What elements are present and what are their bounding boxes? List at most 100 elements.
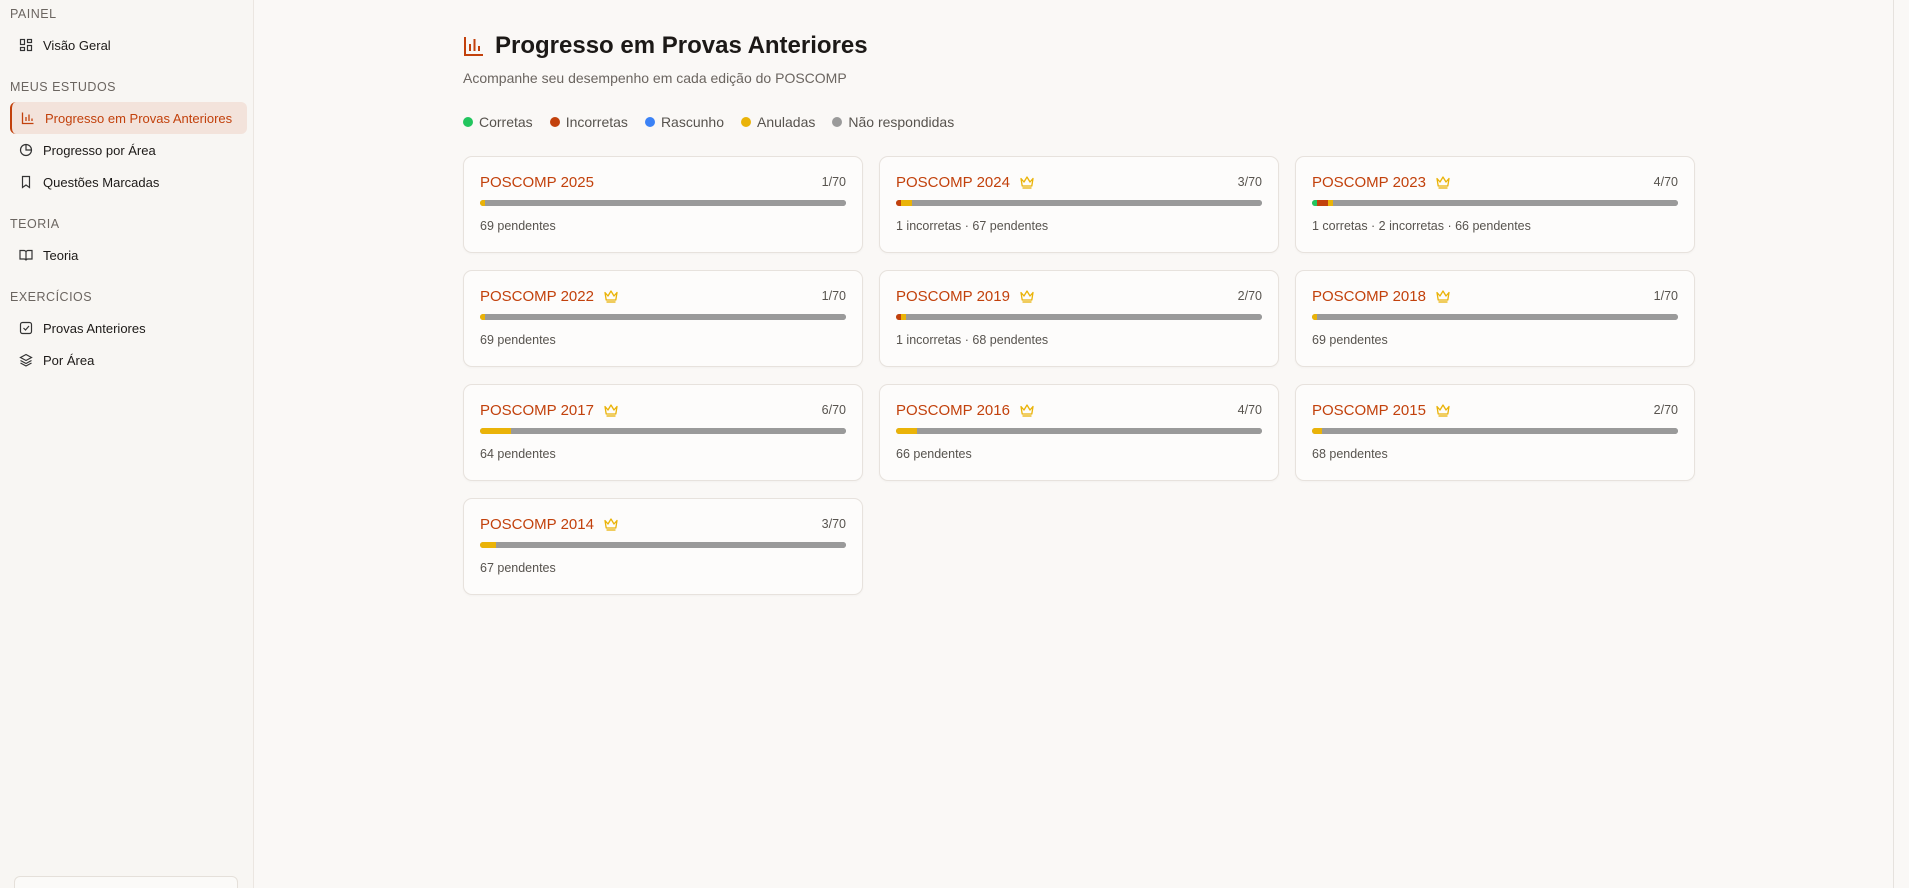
exam-card[interactable]: POSCOMP 2015 2/70 68 pendentes <box>1295 384 1695 481</box>
card-title: POSCOMP 2019 <box>896 287 1010 305</box>
nav-label: Provas Anteriores <box>43 320 146 336</box>
exam-card[interactable]: POSCOMP 2025 1/70 69 pendentes <box>463 156 863 253</box>
card-score: 2/70 <box>1653 403 1678 417</box>
nav-label: Visão Geral <box>43 37 111 53</box>
progress-bar <box>1312 200 1678 206</box>
legend-dot <box>832 117 843 127</box>
nav-item[interactable]: Visão Geral <box>10 29 247 61</box>
crown-icon <box>603 402 619 418</box>
exam-card[interactable]: POSCOMP 2019 2/70 1 incorretas · 68 penden… <box>879 270 1279 367</box>
crown-icon <box>1019 402 1035 418</box>
nav-item[interactable]: Provas Anteriores <box>10 312 247 344</box>
progress-segment <box>901 200 912 206</box>
legend-dot <box>644 117 655 127</box>
progress-segment <box>1312 428 1323 434</box>
progress-segment <box>1332 200 1678 206</box>
crown-icon <box>603 516 619 532</box>
progress-bar <box>1312 314 1678 320</box>
legend-item: Incorretas <box>549 114 628 130</box>
progress-segment <box>916 428 1262 434</box>
card-score: 3/70 <box>821 517 846 531</box>
nav-item[interactable]: Questões Marcadas <box>10 166 247 198</box>
card-header: POSCOMP 2017 6/70 <box>480 401 846 419</box>
progress-segment <box>1317 314 1678 320</box>
legend-label: Anuladas <box>756 114 816 130</box>
card-header: POSCOMP 2022 1/70 <box>480 287 846 305</box>
card-title: POSCOMP 2025 <box>480 173 594 191</box>
section-label: PAINEL <box>10 7 57 21</box>
section-label: EXERCÍCIOS <box>10 290 93 304</box>
card-header: POSCOMP 2015 2/70 <box>1312 401 1678 419</box>
progress-bar <box>896 428 1262 434</box>
exam-card[interactable]: POSCOMP 2024 3/70 1 incorretas · 67 penden… <box>879 156 1279 253</box>
nav-label: Teoria <box>43 247 79 263</box>
legend-item: Não respondidas <box>832 114 954 130</box>
card-score: 1/70 <box>821 175 846 189</box>
legend-label: Não respondidas <box>848 114 955 130</box>
card-header: POSCOMP 2023 4/70 <box>1312 173 1678 191</box>
legend-label: Rascunho <box>660 114 724 130</box>
nav-item[interactable]: Progresso em Provas Anteriores <box>10 102 247 134</box>
section-label: TEORIA <box>10 217 60 231</box>
sidebar-footer <box>14 876 238 888</box>
legend-label: Incorretas <box>565 114 628 130</box>
nav-label: Por Área <box>43 352 95 368</box>
progress-segment <box>480 314 486 320</box>
crown-icon <box>1019 174 1035 190</box>
nav-item[interactable]: Teoria <box>10 239 247 271</box>
sidebar: PAINEL Visão Geral MEUS ESTUDOS Progress… <box>0 0 254 888</box>
progress-bar <box>480 200 846 206</box>
title-icon <box>464 37 483 56</box>
progress-segment <box>906 314 1262 320</box>
card-title: POSCOMP 2017 <box>480 401 594 419</box>
nav-item[interactable]: Por Área <box>10 344 247 376</box>
section: TEORIA Teoria <box>10 217 247 271</box>
progress-segment <box>1327 200 1333 206</box>
main: Progresso em Provas Anteriores Acompanhe… <box>463 30 1695 595</box>
progress-segment <box>1322 428 1678 434</box>
legend-dot <box>549 117 560 127</box>
card-grid: POSCOMP 2025 1/70 69 pendentes POSCOMP 2024… <box>463 156 1695 595</box>
progress-bar <box>480 314 846 320</box>
progress-bar <box>896 314 1262 320</box>
card-status: 68 pendentes <box>1312 447 1388 461</box>
card-title: POSCOMP 2024 <box>896 173 1010 191</box>
progress-segment <box>480 200 486 206</box>
progress-segment <box>911 200 1262 206</box>
progress-segment <box>896 200 902 206</box>
progress-segment <box>896 428 917 434</box>
crown-icon <box>1435 288 1451 304</box>
section: MEUS ESTUDOS Progresso em Provas Anterio… <box>10 80 247 198</box>
exam-card[interactable]: POSCOMP 2018 1/70 69 pendentes <box>1295 270 1695 367</box>
title-row: Progresso em Provas Anteriores <box>463 30 1695 62</box>
nav-label: Progresso em Provas Anteriores <box>45 110 233 126</box>
exam-card[interactable]: POSCOMP 2023 4/70 1 corretas · 2 incorreta… <box>1295 156 1695 253</box>
card-status: 67 pendentes <box>480 561 556 575</box>
card-score: 1/70 <box>1653 289 1678 303</box>
exam-card[interactable]: POSCOMP 2017 6/70 64 pendentes <box>463 384 863 481</box>
page-title: Progresso em Provas Anteriores <box>495 32 868 59</box>
progress-bar <box>480 428 846 434</box>
card-header: POSCOMP 2025 1/70 <box>480 173 846 191</box>
nav-label: Progresso por Área <box>43 142 156 158</box>
section: PAINEL Visão Geral <box>10 7 247 61</box>
exam-card[interactable]: POSCOMP 2016 4/70 66 pendentes <box>879 384 1279 481</box>
card-title: POSCOMP 2016 <box>896 401 1010 419</box>
card-status: 1 corretas · 2 incorretas · 66 pendentes <box>1312 219 1531 233</box>
card-title: POSCOMP 2018 <box>1312 287 1426 305</box>
card-score: 6/70 <box>821 403 846 417</box>
progress-segment <box>485 200 846 206</box>
card-score: 1/70 <box>821 289 846 303</box>
legend: Corretas Incorretas Rascunho Anuladas Não re… <box>463 113 1695 131</box>
card-status: 64 pendentes <box>480 447 556 461</box>
card-header: POSCOMP 2024 3/70 <box>896 173 1262 191</box>
progress-segment <box>480 428 512 434</box>
card-status: 66 pendentes <box>896 447 972 461</box>
exam-card[interactable]: POSCOMP 2022 1/70 69 pendentes <box>463 270 863 367</box>
nav-item[interactable]: Progresso por Área <box>10 134 247 166</box>
section-label: MEUS ESTUDOS <box>10 80 117 94</box>
progress-segment <box>511 428 846 434</box>
card-status: 69 pendentes <box>480 333 556 347</box>
exam-card[interactable]: POSCOMP 2014 3/70 67 pendentes <box>463 498 863 595</box>
